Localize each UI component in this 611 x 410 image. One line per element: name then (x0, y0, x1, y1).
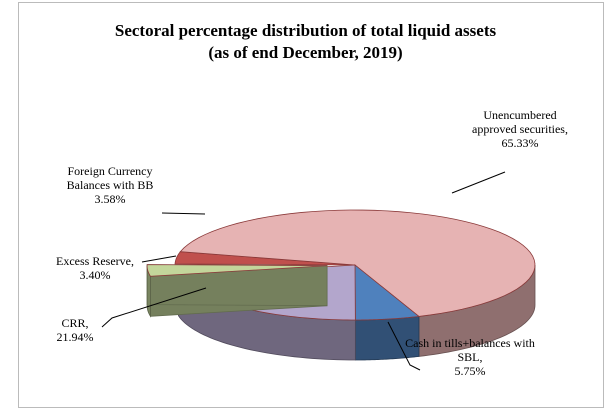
value-label: 3.40% (79, 268, 111, 282)
category-label: Unencumbered approved securities, (472, 108, 568, 136)
slice-label: Foreign Currency Balances with BB 3.58% (45, 164, 175, 206)
chart-subtitle: (as of end December, 2019) (208, 43, 403, 62)
slice-label: CRR, 21.94% (40, 316, 110, 344)
slice-label: Excess Reserve, 3.40% (40, 254, 150, 282)
leader-line (101, 287, 207, 328)
leader-line (141, 255, 177, 263)
slice (146, 264, 328, 277)
chart-title: Sectoral percentage distribution of tota… (114, 21, 497, 40)
category-label: CRR, (61, 316, 89, 330)
leader-lines (101, 171, 506, 371)
value-label: 5.75% (454, 364, 486, 378)
slice (179, 209, 536, 317)
category-label: Excess Reserve, (56, 254, 134, 268)
leader-line (161, 212, 206, 215)
leader-line (451, 171, 506, 194)
category-label: Cash in tills+balances with SBL, (405, 336, 535, 364)
value-label: 3.58% (94, 192, 126, 206)
value-label: 21.94% (56, 330, 94, 344)
category-label: Foreign Currency Balances with BB (66, 164, 154, 192)
slice (354, 264, 420, 321)
slice-tops (146, 209, 536, 321)
slice-label: Cash in tills+balances with SBL, 5.75% (400, 336, 540, 378)
leader-line (387, 321, 421, 371)
chart-border (18, 2, 604, 408)
value-label: 65.33% (501, 136, 539, 150)
slice-label: Unencumbered approved securities, 65.33% (465, 108, 575, 150)
